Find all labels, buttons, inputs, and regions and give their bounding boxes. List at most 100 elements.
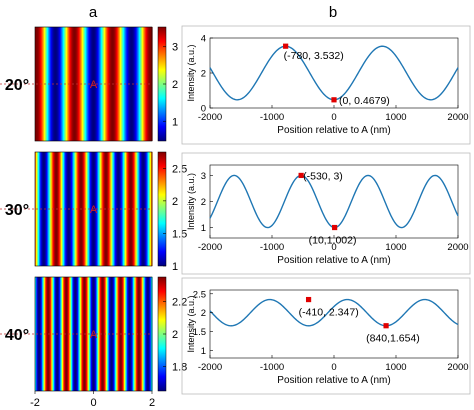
heatmap-column	[79, 277, 81, 391]
heatmap-column	[43, 27, 45, 141]
colorbar	[157, 151, 167, 267]
heatmap-column	[138, 27, 140, 141]
heatmap-column	[110, 27, 112, 141]
heatmap-column	[54, 152, 56, 266]
x-tick-label: 2000	[447, 112, 468, 123]
heatmap-column	[91, 152, 93, 266]
heatmap-column	[118, 152, 120, 266]
y-axis-label: Intensity (a.u.)	[186, 44, 196, 101]
heatmap-column	[134, 152, 136, 266]
y-tick-label: 1	[201, 346, 206, 357]
heatmap-column	[146, 27, 148, 141]
heatmap-column	[62, 277, 64, 391]
heatmap-column	[63, 152, 65, 266]
data-point	[283, 43, 289, 49]
heatmap-column	[115, 27, 117, 141]
heatmap-column	[146, 277, 148, 391]
heatmap-column	[118, 277, 120, 391]
heatmap-column	[103, 27, 105, 141]
heatmap-column	[142, 27, 144, 141]
colorbar-tick-label: 1	[172, 261, 178, 273]
line-chart: -2000 -1000 0 1000 2000 0 2 4 Position relative …	[181, 25, 471, 145]
heatmap-column	[58, 27, 60, 141]
heatmap-column	[58, 277, 60, 391]
colorbar-tick-label: 1.5	[172, 228, 187, 240]
line-chart: -2000 -1000 0 1000 2000 1 1.5 2 2.5 Position rela…	[181, 277, 471, 395]
heatmap-column	[83, 27, 85, 141]
heatmap-column	[46, 152, 48, 266]
colorbar-tick-label: 2	[172, 196, 178, 208]
angle-label: 40°	[5, 327, 29, 344]
heatmap-column	[131, 277, 133, 391]
heatmap-column	[75, 27, 77, 141]
x-tick-label: 1000	[385, 362, 406, 373]
heatmap-column	[59, 27, 61, 141]
heatmap-column	[50, 27, 52, 141]
heatmap-column	[98, 152, 100, 266]
heatmap-column	[67, 27, 69, 141]
x-tick-label: 1000	[385, 242, 406, 253]
heatmap-column	[99, 152, 101, 266]
line-chart: -2000 -1000 0 1000 2000 1 2 3 Position relative …	[181, 152, 471, 275]
heatmap-column	[110, 152, 112, 266]
heatmap-column	[70, 277, 72, 391]
data-label: (0, 0.4679)	[339, 95, 390, 107]
heatmap-column	[122, 27, 124, 141]
heatmap-column	[130, 27, 132, 141]
heatmap-column	[86, 277, 88, 391]
heatmap-column	[127, 277, 129, 391]
x-tick-label: 0	[331, 242, 336, 253]
heatmap-column	[114, 27, 116, 141]
y-tick-label: 2.5	[193, 289, 206, 300]
heatmap-column	[147, 27, 149, 141]
y-tick-label: 2	[201, 197, 206, 208]
y-axis-label: Intensity (a.u.)	[186, 295, 196, 352]
heatmap-column	[79, 152, 81, 266]
heatmap-column	[71, 277, 73, 391]
heatmap-column	[135, 277, 137, 391]
y-tick-label: 4	[201, 34, 206, 45]
heatmap-column	[107, 27, 109, 141]
heatmap-column	[63, 27, 65, 141]
x-axis-label: Position relative to A (nm)	[277, 375, 390, 386]
heatmap-column	[43, 152, 45, 266]
heatmap-column	[95, 152, 97, 266]
heatmap-column	[51, 152, 53, 266]
heatmap-column	[90, 27, 92, 141]
y-tick-label: 1	[201, 223, 206, 234]
x-tick-label: 0	[331, 362, 336, 373]
heatmap-column	[86, 152, 88, 266]
heatmap-column	[74, 27, 76, 141]
heatmap-column	[99, 277, 101, 391]
heatmap-column	[55, 27, 57, 141]
heatmap-column	[59, 152, 61, 266]
y-tick-label: 3	[201, 171, 206, 182]
heatmap-panel: A 40° 1.8 2 2.2 -2 0 2	[0, 276, 187, 409]
heatmap-column	[95, 27, 97, 141]
heatmap-column	[38, 152, 40, 266]
heatmap-column	[115, 152, 117, 266]
heatmap-column	[91, 277, 93, 391]
heatmap-column	[111, 152, 113, 266]
heatmap-column	[63, 277, 65, 391]
heatmap-column	[95, 277, 97, 391]
heatmap-column	[118, 27, 120, 141]
heatmap-column	[75, 152, 77, 266]
data-point	[332, 224, 338, 231]
data-point	[298, 172, 304, 179]
y-axis-label: Intensity (a.u.)	[186, 173, 196, 230]
x-tick-label: -2000	[198, 362, 222, 373]
angle-label: 20°	[5, 77, 29, 94]
heatmap-column	[135, 152, 137, 266]
panel-frame	[181, 277, 471, 395]
heatmap-column	[111, 27, 113, 141]
heatmap-column	[39, 277, 41, 391]
heatmap-column	[86, 27, 88, 141]
heatmap-column	[103, 152, 105, 266]
point-label: A	[90, 79, 98, 91]
heatmap-column	[130, 277, 132, 391]
colorbar-tick-label: 2	[172, 79, 178, 91]
x-tick-label: -2000	[198, 112, 222, 123]
heatmap-column	[110, 277, 112, 391]
heatmap-column	[139, 27, 141, 141]
